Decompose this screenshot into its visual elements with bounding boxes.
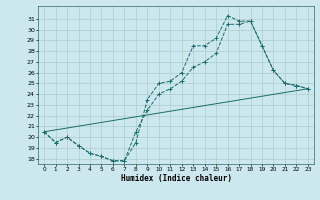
X-axis label: Humidex (Indice chaleur): Humidex (Indice chaleur) (121, 174, 231, 183)
